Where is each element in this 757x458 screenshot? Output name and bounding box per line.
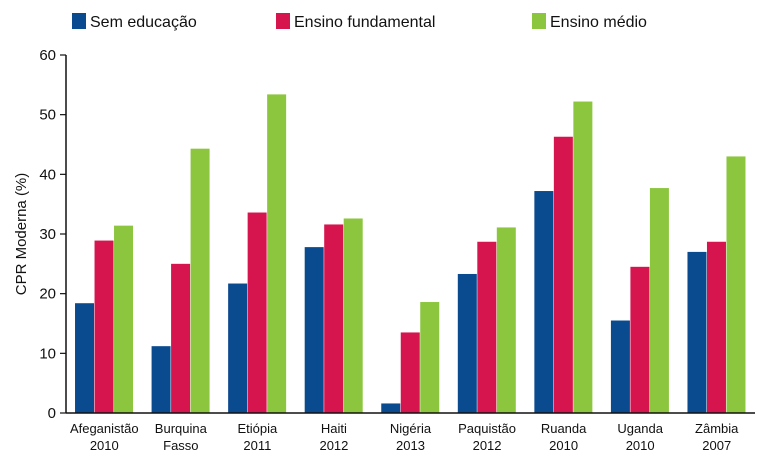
y-tick-label: 10 <box>39 345 56 362</box>
bar <box>304 247 324 413</box>
x-tick-label: 2011 <box>243 438 271 453</box>
bar <box>610 320 630 413</box>
bar <box>114 225 134 413</box>
bar <box>151 346 171 413</box>
legend-swatch <box>72 13 86 29</box>
bar <box>477 241 497 413</box>
x-tick-label: Uganda <box>617 421 663 436</box>
bar <box>553 136 573 413</box>
x-tick-label: Nigéria <box>390 421 432 436</box>
bar <box>171 263 191 413</box>
bar <box>420 302 440 413</box>
x-tick-label: 2013 <box>396 438 425 453</box>
x-tick-label: Haiti <box>321 421 347 436</box>
y-tick-label: 30 <box>39 226 56 243</box>
bar <box>381 403 401 413</box>
bar <box>649 188 669 413</box>
x-tick-label: Burquina <box>155 421 208 436</box>
bar <box>343 218 363 413</box>
x-tick-label: Etiópia <box>238 421 279 436</box>
x-tick-label: 2010 <box>549 438 578 453</box>
bar <box>400 332 420 413</box>
x-tick-label: Zâmbia <box>695 421 739 436</box>
x-tick-label: 2012 <box>473 438 502 453</box>
legend: Sem educação Ensino fundamental Ensino méd… <box>72 13 647 31</box>
x-tick-label: 2010 <box>90 438 119 453</box>
x-tick-label: 2012 <box>319 438 348 453</box>
bar <box>534 191 554 413</box>
bar <box>573 101 593 413</box>
x-axis: Afeganistão 2010 Burquina Fasso Etiópia 2011 H… <box>66 412 755 453</box>
x-tick-label: Paquistão <box>458 421 516 436</box>
y-tick-label: 20 <box>39 286 56 303</box>
legend-label: Ensino médio <box>550 14 647 31</box>
legend-label: Sem educação <box>90 14 197 31</box>
bar <box>324 224 344 413</box>
bar <box>687 251 707 413</box>
bars <box>75 94 746 413</box>
x-tick-label: Ruanda <box>541 421 587 436</box>
y-tick-label: 40 <box>39 166 56 183</box>
bar <box>496 227 516 413</box>
y-tick-label: 0 <box>48 405 56 422</box>
legend-swatch <box>532 13 546 29</box>
bar <box>190 148 210 413</box>
y-axis-label: CPR Moderna (%) <box>13 173 30 296</box>
legend-swatch <box>276 13 290 29</box>
bar <box>706 241 726 413</box>
x-tick-label: Fasso <box>163 438 198 453</box>
y-axis: 0 10 20 30 40 50 60 <box>39 47 67 422</box>
bar <box>94 240 114 413</box>
x-tick-label: 2010 <box>626 438 655 453</box>
bar <box>457 273 477 413</box>
bar <box>726 156 746 413</box>
x-tick-label: Afeganistão <box>70 421 139 436</box>
y-tick-label: 50 <box>39 107 56 124</box>
bar <box>267 94 287 413</box>
x-tick-label: 2007 <box>702 438 731 453</box>
bar <box>228 283 248 413</box>
bar <box>75 303 95 413</box>
legend-label: Ensino fundamental <box>294 14 435 31</box>
y-tick-label: 60 <box>39 47 56 64</box>
bar <box>630 266 650 413</box>
bar <box>247 212 267 413</box>
